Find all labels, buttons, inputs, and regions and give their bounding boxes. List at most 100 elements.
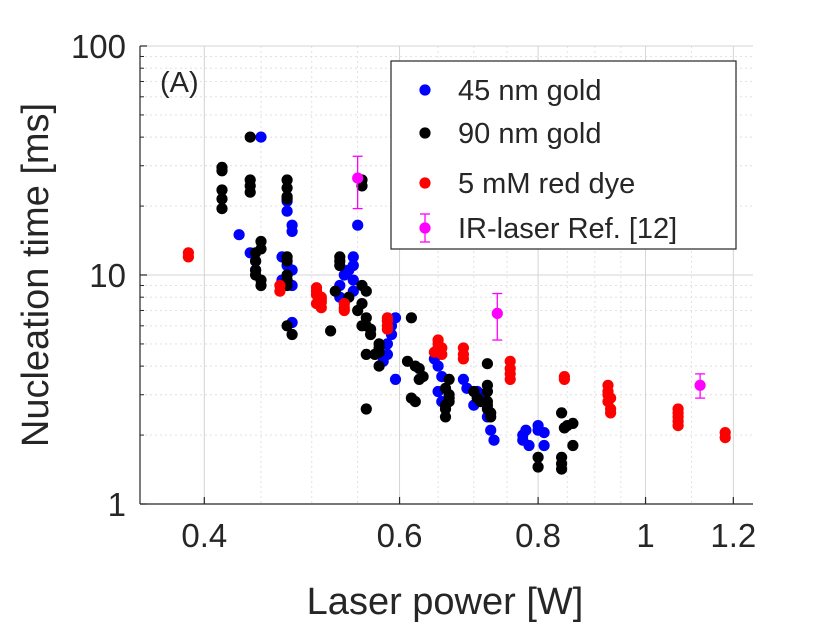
data-point [538, 439, 550, 452]
legend-label: 45 nm gold [458, 75, 602, 107]
data-point [360, 403, 372, 415]
data-point [694, 379, 706, 391]
data-point [443, 373, 455, 385]
data-point [432, 360, 444, 372]
x-tick-label: 0.8 [515, 517, 561, 554]
legend-label: 5 mM red dye [458, 168, 635, 200]
data-point [409, 396, 421, 408]
data-point [347, 274, 359, 286]
data-point [488, 434, 500, 446]
data-point [457, 353, 469, 365]
data-points [182, 131, 731, 475]
data-point [532, 451, 544, 463]
data-point [281, 205, 293, 217]
data-point [255, 131, 267, 143]
data-point [481, 385, 493, 398]
data-point [439, 411, 452, 423]
y-tick-label: 10 [89, 257, 126, 294]
data-point [719, 432, 731, 444]
data-point [286, 225, 298, 237]
data-point [567, 417, 579, 429]
data-point [347, 251, 359, 263]
data-point [504, 373, 516, 385]
series-ir-laser-ref-12 [352, 155, 706, 399]
data-point [244, 131, 256, 143]
data-point [567, 439, 579, 452]
data-point [538, 427, 550, 439]
legend-label: IR-laser Ref. [12] [458, 213, 677, 245]
legend-marker [419, 177, 431, 189]
data-point [381, 338, 393, 350]
y-tick-label: 1 [108, 486, 126, 523]
data-point [417, 371, 429, 383]
data-point [233, 229, 245, 241]
data-point [255, 279, 267, 292]
legend: 45 nm gold 90 nm gold 5 mM red dye IR-laser… [390, 60, 737, 250]
data-point [281, 255, 293, 267]
data-point [523, 439, 535, 452]
data-point [352, 172, 364, 184]
legend-marker [419, 84, 431, 96]
data-point [329, 285, 341, 297]
data-point [360, 285, 372, 297]
legend-box [390, 60, 737, 250]
data-point [381, 323, 393, 335]
series-5-mm-red-dye [182, 247, 731, 444]
data-point [352, 219, 364, 231]
data-point [457, 373, 469, 385]
legend-marker [419, 222, 431, 234]
data-point [216, 184, 228, 196]
data-point [274, 285, 286, 297]
panel-label: (A) [160, 67, 199, 99]
data-point [281, 182, 293, 194]
data-point [436, 348, 448, 360]
data-point [216, 203, 228, 215]
data-point [471, 392, 483, 404]
data-point [244, 186, 256, 198]
data-point [672, 420, 684, 432]
data-point [286, 328, 298, 341]
data-point [556, 463, 568, 475]
data-point [325, 325, 337, 337]
data-point [491, 307, 503, 319]
data-point [182, 251, 194, 263]
data-point [216, 165, 228, 177]
y-axis-title: Nucleation time [ms] [15, 103, 57, 447]
data-point [281, 174, 293, 186]
data-point [338, 269, 350, 281]
data-point [216, 193, 228, 205]
data-point [338, 304, 350, 317]
data-point [481, 358, 493, 370]
data-point [605, 407, 617, 419]
data-point [373, 346, 385, 358]
data-point [281, 320, 293, 332]
data-point [389, 373, 402, 385]
y-tick-label: 100 [71, 28, 126, 65]
y-axis-ticks: 1 10 100 [71, 28, 147, 523]
data-point [281, 193, 293, 205]
data-point [405, 312, 417, 324]
data-point [556, 407, 568, 419]
x-tick-label: 1.2 [710, 517, 756, 554]
data-point [373, 360, 385, 372]
x-axis-ticks: 0.4 0.6 0.8 1 1.2 [181, 497, 756, 554]
data-point [439, 403, 452, 415]
data-point [315, 302, 327, 314]
x-tick-label: 1 [636, 517, 654, 554]
data-point [250, 247, 262, 259]
data-point [532, 461, 544, 473]
data-point [360, 348, 372, 360]
legend-marker [419, 127, 431, 139]
data-point [558, 373, 571, 385]
data-point [250, 255, 262, 267]
legend-label: 90 nm gold [458, 118, 602, 150]
data-point [485, 411, 497, 423]
x-tick-label: 0.6 [377, 517, 423, 554]
data-point [485, 424, 497, 436]
x-axis-title: Laser power [W] [307, 581, 584, 623]
x-tick-label: 0.4 [181, 517, 227, 554]
data-point [352, 304, 364, 317]
data-point [365, 328, 377, 341]
data-point [334, 259, 346, 272]
